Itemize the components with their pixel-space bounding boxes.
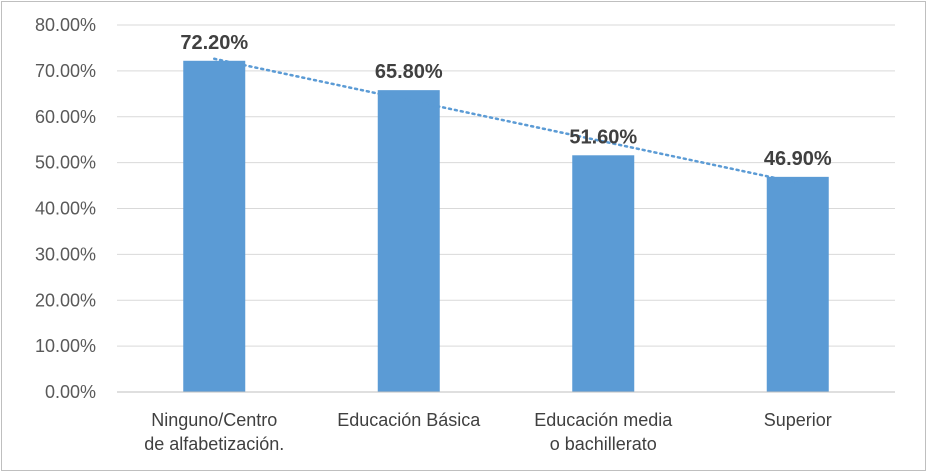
y-tick-label: 70.00% [35,61,96,81]
x-tick-labels: Ninguno/Centro de alfabetización. Educació… [144,410,832,454]
bar [183,60,246,392]
x-tick-label: Ninguno/Centro de alfabetización. [144,410,284,454]
trendline [213,57,799,185]
x-tick-label: Educación Básica [337,410,481,430]
data-label: 46.90% [764,148,832,170]
y-tick-label: 10.00% [35,336,96,356]
bars [183,60,829,392]
y-tick-label: 30.00% [35,244,96,264]
y-tick-label: 20.00% [35,290,96,310]
x-tick-line: o bachillerato [550,434,657,454]
x-tick-line: Educación media [534,410,673,430]
x-tick-line: Ninguno/Centro [151,410,277,430]
data-label: 65.80% [375,61,443,83]
y-tick-label: 40.00% [35,199,96,219]
data-labels: 72.20% 65.80% 51.60% 46.90% [180,32,832,170]
x-tick-label: Educación media o bachillerato [534,410,673,454]
y-tick-label: 0.00% [45,382,96,402]
data-label: 72.20% [180,32,248,54]
bar [572,155,635,392]
trendline-path [213,57,799,185]
y-tick-label: 60.00% [35,107,96,127]
x-tick-line: Educación Básica [337,410,481,430]
y-tick-labels: 0.00% 10.00% 20.00% 30.00% 40.00% 50.00% 60.00… [35,15,96,402]
y-tick-label: 50.00% [35,153,96,173]
y-tick-label: 80.00% [35,15,96,35]
x-tick-line: Superior [764,410,832,430]
bar [766,176,829,392]
gridlines [117,24,895,347]
data-label: 51.60% [569,126,637,148]
bar [377,90,440,392]
x-tick-label: Superior [764,410,832,430]
x-tick-line: de alfabetización. [144,434,284,454]
